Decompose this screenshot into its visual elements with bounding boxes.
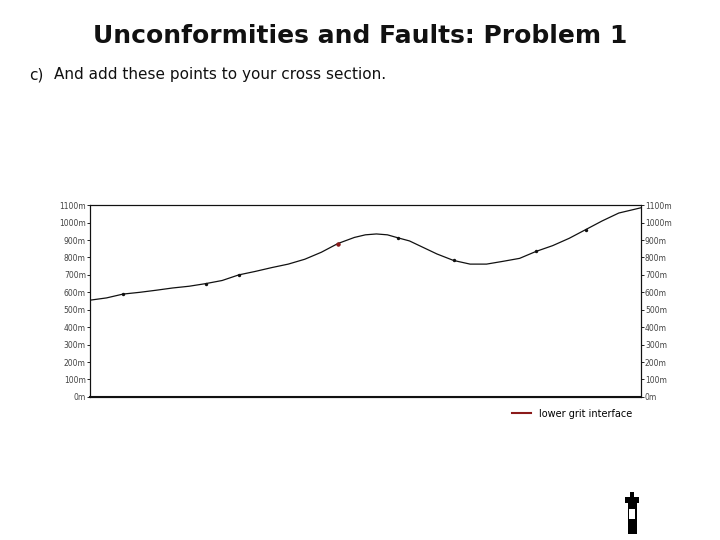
Bar bbox=[629, 509, 635, 519]
Point bbox=[117, 290, 129, 299]
Point bbox=[580, 225, 592, 234]
Bar bbox=[625, 497, 639, 503]
Text: And add these points to your cross section.: And add these points to your cross secti… bbox=[54, 68, 386, 83]
Point bbox=[332, 239, 343, 248]
Point bbox=[392, 234, 404, 242]
Bar bbox=[630, 492, 634, 497]
Text: Unconformities and Faults: Problem 1: Unconformities and Faults: Problem 1 bbox=[93, 24, 627, 48]
Legend: lower grit interface: lower grit interface bbox=[508, 405, 636, 423]
Point bbox=[448, 256, 459, 265]
Bar bbox=[628, 503, 636, 534]
Text: School of Earth and Environment: School of Earth and Environment bbox=[13, 512, 296, 527]
Point bbox=[233, 271, 245, 279]
Point bbox=[531, 247, 542, 256]
Point bbox=[332, 239, 343, 248]
Bar bbox=[616, 490, 648, 536]
Point bbox=[200, 279, 212, 288]
Text: c): c) bbox=[29, 68, 43, 83]
Text: UNIVERSITY OF LEEDS: UNIVERSITY OF LEEDS bbox=[524, 512, 698, 526]
